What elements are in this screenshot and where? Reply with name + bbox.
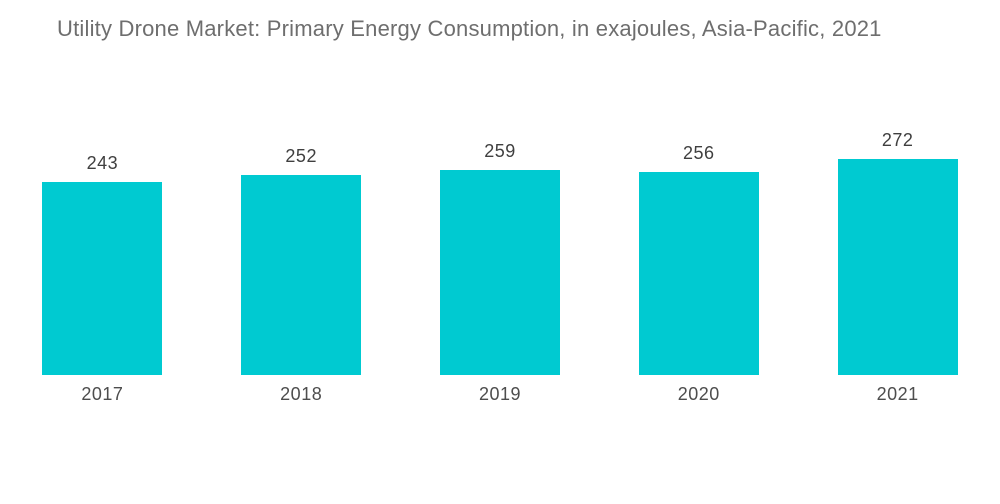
chart-title: Utility Drone Market: Primary Energy Con… — [57, 16, 882, 41]
bar[interactable] — [439, 170, 560, 375]
bar[interactable] — [42, 182, 163, 375]
bar[interactable] — [638, 172, 759, 375]
x-axis-label: 2017 — [81, 384, 124, 404]
bar-column: 252 — [202, 146, 401, 375]
bar-value-label: 252 — [285, 146, 317, 166]
bar-column: 243 — [3, 153, 202, 375]
bar-value-label: 243 — [86, 153, 119, 173]
bar-columns: 243 252 259 256 272 — [3, 130, 997, 375]
bar-value-label: 259 — [484, 141, 516, 161]
bar-value-label: 272 — [881, 130, 914, 150]
x-axis-label: 2021 — [876, 384, 919, 404]
x-axis-label: 2020 — [677, 384, 720, 404]
x-axis-label: 2018 — [280, 384, 323, 404]
bar[interactable] — [837, 159, 958, 375]
bar-column: 272 — [798, 130, 997, 375]
bar-column: 259 — [401, 141, 600, 375]
bar[interactable] — [241, 175, 362, 375]
x-axis-label: 2019 — [478, 384, 522, 404]
bar-value-label: 256 — [683, 143, 715, 163]
bar-column: 256 — [599, 143, 798, 375]
year-labels: 2017 2018 2019 2020 2021 — [3, 384, 997, 405]
